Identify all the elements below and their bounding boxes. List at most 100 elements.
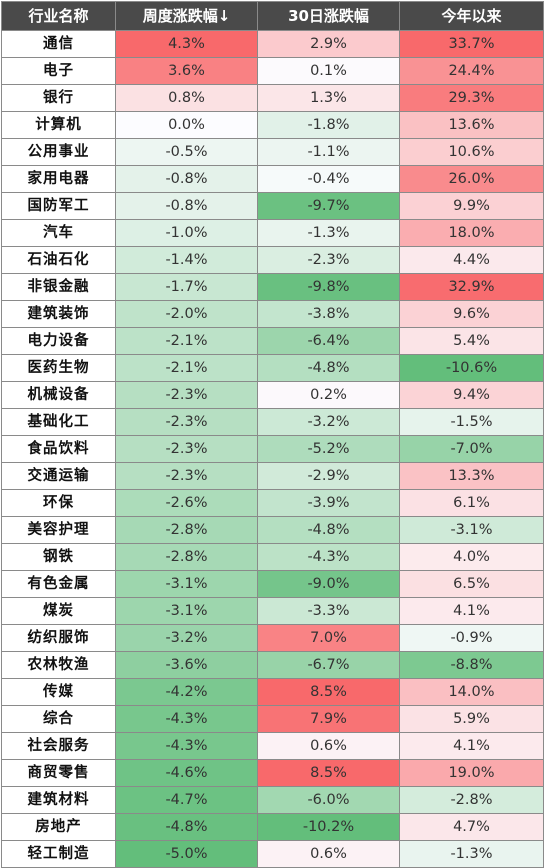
table-row: 电力设备 -2.1% -6.4% 5.4%: [1, 327, 544, 355]
30day-change-cell: 8.5%: [257, 678, 400, 706]
header-weekly-change[interactable]: 周度涨跌幅↓: [115, 1, 258, 31]
industry-name-cell: 商贸零售: [1, 759, 116, 787]
weekly-change-cell: -2.8%: [115, 543, 258, 571]
ytd-change-cell: 32.9%: [399, 273, 544, 301]
table-row: 传媒 -4.2% 8.5% 14.0%: [1, 678, 544, 706]
weekly-change-cell: -1.7%: [115, 273, 258, 301]
30day-change-cell: -6.0%: [257, 786, 400, 814]
weekly-change-cell: -2.3%: [115, 408, 258, 436]
header-row: 行业名称 周度涨跌幅↓ 30日涨跌幅 今年以来: [1, 1, 544, 31]
industry-name-cell: 基础化工: [1, 408, 116, 436]
30day-change-cell: -6.4%: [257, 327, 400, 355]
weekly-change-cell: -3.6%: [115, 651, 258, 679]
industry-name-cell: 食品饮料: [1, 435, 116, 463]
weekly-change-cell: -2.0%: [115, 300, 258, 328]
table-row: 建筑装饰 -2.0% -3.8% 9.6%: [1, 300, 544, 328]
weekly-change-cell: -4.3%: [115, 705, 258, 733]
ytd-change-cell: 18.0%: [399, 219, 544, 247]
30day-change-cell: -9.7%: [257, 192, 400, 220]
industry-name-cell: 医药生物: [1, 354, 116, 382]
industry-name-cell: 国防军工: [1, 192, 116, 220]
table-row: 基础化工 -2.3% -3.2% -1.5%: [1, 408, 544, 436]
ytd-change-cell: 14.0%: [399, 678, 544, 706]
header-30day-change[interactable]: 30日涨跌幅: [257, 1, 400, 31]
table-row: 房地产 -4.8% -10.2% 4.7%: [1, 813, 544, 841]
table-row: 钢铁 -2.8% -4.3% 4.0%: [1, 543, 544, 571]
30day-change-cell: -0.4%: [257, 165, 400, 193]
industry-name-cell: 电力设备: [1, 327, 116, 355]
header-industry: 行业名称: [1, 1, 116, 31]
weekly-change-cell: -0.8%: [115, 192, 258, 220]
industry-name-cell: 钢铁: [1, 543, 116, 571]
industry-name-cell: 有色金属: [1, 570, 116, 598]
30day-change-cell: 8.5%: [257, 759, 400, 787]
30day-change-cell: -3.3%: [257, 597, 400, 625]
table-row: 环保 -2.6% -3.9% 6.1%: [1, 489, 544, 517]
table-row: 轻工制造 -5.0% 0.6% -1.3%: [1, 840, 544, 868]
30day-change-cell: -10.2%: [257, 813, 400, 841]
table-row: 商贸零售 -4.6% 8.5% 19.0%: [1, 759, 544, 787]
weekly-change-cell: -4.7%: [115, 786, 258, 814]
weekly-change-cell: -4.6%: [115, 759, 258, 787]
table-row: 机械设备 -2.3% 0.2% 9.4%: [1, 381, 544, 409]
30day-change-cell: 0.2%: [257, 381, 400, 409]
ytd-change-cell: -7.0%: [399, 435, 544, 463]
industry-name-cell: 美容护理: [1, 516, 116, 544]
industry-name-cell: 煤炭: [1, 597, 116, 625]
weekly-change-cell: -3.2%: [115, 624, 258, 652]
industry-name-cell: 银行: [1, 84, 116, 112]
ytd-change-cell: 33.7%: [399, 30, 544, 58]
industry-name-cell: 综合: [1, 705, 116, 733]
30day-change-cell: -1.3%: [257, 219, 400, 247]
30day-change-cell: -3.2%: [257, 408, 400, 436]
weekly-change-cell: -4.2%: [115, 678, 258, 706]
weekly-change-cell: -0.5%: [115, 138, 258, 166]
ytd-change-cell: 10.6%: [399, 138, 544, 166]
30day-change-cell: 0.1%: [257, 57, 400, 85]
ytd-change-cell: 4.1%: [399, 732, 544, 760]
industry-name-cell: 纺织服饰: [1, 624, 116, 652]
30day-change-cell: 7.9%: [257, 705, 400, 733]
ytd-change-cell: -1.3%: [399, 840, 544, 868]
industry-name-cell: 汽车: [1, 219, 116, 247]
weekly-change-cell: -2.3%: [115, 381, 258, 409]
table-row: 非银金融 -1.7% -9.8% 32.9%: [1, 273, 544, 301]
industry-name-cell: 传媒: [1, 678, 116, 706]
weekly-change-cell: -5.0%: [115, 840, 258, 868]
ytd-change-cell: 6.1%: [399, 489, 544, 517]
industry-name-cell: 房地产: [1, 813, 116, 841]
weekly-change-cell: -1.4%: [115, 246, 258, 274]
30day-change-cell: -3.8%: [257, 300, 400, 328]
30day-change-cell: -9.0%: [257, 570, 400, 598]
30day-change-cell: -5.2%: [257, 435, 400, 463]
weekly-change-cell: -4.3%: [115, 732, 258, 760]
weekly-change-cell: -0.8%: [115, 165, 258, 193]
table-row: 电子 3.6% 0.1% 24.4%: [1, 57, 544, 85]
weekly-change-cell: 0.8%: [115, 84, 258, 112]
table-row: 综合 -4.3% 7.9% 5.9%: [1, 705, 544, 733]
weekly-change-cell: 4.3%: [115, 30, 258, 58]
ytd-change-cell: 5.9%: [399, 705, 544, 733]
ytd-change-cell: 19.0%: [399, 759, 544, 787]
weekly-change-cell: 0.0%: [115, 111, 258, 139]
industry-name-cell: 家用电器: [1, 165, 116, 193]
table-row: 计算机 0.0% -1.8% 13.6%: [1, 111, 544, 139]
industry-name-cell: 社会服务: [1, 732, 116, 760]
industry-name-cell: 建筑装饰: [1, 300, 116, 328]
industry-name-cell: 农林牧渔: [1, 651, 116, 679]
30day-change-cell: 2.9%: [257, 30, 400, 58]
table-row: 石油石化 -1.4% -2.3% 4.4%: [1, 246, 544, 274]
weekly-change-cell: -4.8%: [115, 813, 258, 841]
ytd-change-cell: 9.4%: [399, 381, 544, 409]
table-row: 国防军工 -0.8% -9.7% 9.9%: [1, 192, 544, 220]
weekly-change-cell: -2.1%: [115, 327, 258, 355]
table-row: 通信 4.3% 2.9% 33.7%: [1, 30, 544, 58]
30day-change-cell: -6.7%: [257, 651, 400, 679]
30day-change-cell: -9.8%: [257, 273, 400, 301]
industry-name-cell: 公用事业: [1, 138, 116, 166]
30day-change-cell: -1.8%: [257, 111, 400, 139]
weekly-change-cell: -2.6%: [115, 489, 258, 517]
industry-name-cell: 石油石化: [1, 246, 116, 274]
ytd-change-cell: 4.0%: [399, 543, 544, 571]
header-ytd-change[interactable]: 今年以来: [399, 1, 544, 31]
